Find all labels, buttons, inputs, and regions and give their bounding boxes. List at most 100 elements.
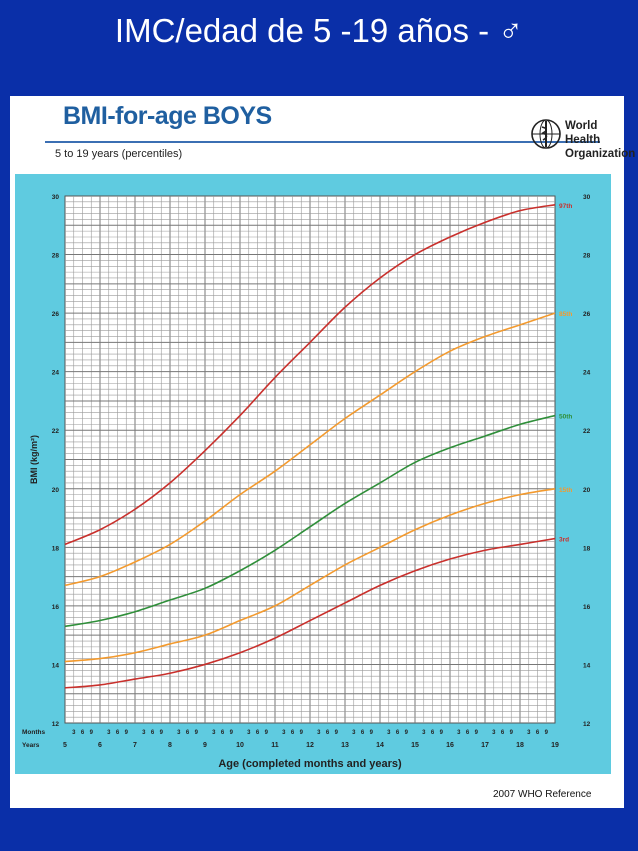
y-tick-label-right: 22	[583, 428, 591, 435]
who-emblem-icon	[531, 119, 561, 149]
month-tick-label: 3	[317, 730, 321, 736]
header-divider	[45, 141, 600, 143]
month-tick-label: 9	[510, 730, 514, 736]
y-tick-label-right: 12	[583, 721, 591, 728]
month-tick-label: 6	[536, 730, 540, 736]
month-tick-label: 3	[282, 730, 286, 736]
organization-line-2: Organization	[565, 148, 636, 160]
month-tick-label: 3	[527, 730, 531, 736]
month-tick-label: 3	[352, 730, 356, 736]
month-tick-label: 9	[265, 730, 269, 736]
month-tick-label: 9	[230, 730, 234, 736]
month-tick-label: 9	[440, 730, 444, 736]
organization-name: World Health Organization	[565, 119, 635, 161]
who-logo: World Health Organization	[530, 116, 635, 160]
y-tick-label-right: 14	[583, 662, 591, 669]
month-tick-label: 9	[370, 730, 374, 736]
month-tick-label: 3	[212, 730, 216, 736]
month-tick-label: 9	[125, 730, 129, 736]
month-tick-label: 6	[291, 730, 295, 736]
month-tick-label: 3	[72, 730, 76, 736]
y-axis-label: BMI (kg/m²)	[29, 435, 39, 484]
year-tick-label: 8	[168, 742, 172, 749]
year-tick-label: 11	[271, 742, 279, 749]
year-tick-label: 9	[203, 742, 207, 749]
y-tick-label-left: 24	[52, 370, 60, 377]
organization-line-1: World Health	[565, 120, 601, 146]
y-tick-label-right: 28	[583, 253, 591, 260]
year-tick-label: 10	[236, 742, 244, 749]
month-tick-label: 6	[81, 730, 85, 736]
y-tick-label-right: 26	[583, 311, 591, 318]
month-tick-label: 9	[300, 730, 304, 736]
y-tick-label-left: 20	[52, 487, 60, 494]
percentile-curve-50th	[64, 414, 556, 628]
year-tick-label: 16	[446, 742, 454, 749]
month-tick-label: 6	[256, 730, 260, 736]
percentile-label-15th: 15th	[559, 487, 572, 494]
slide-title: IMC/edad de 5 -19 años - ♂	[114, 12, 524, 49]
years-row-label: Years	[22, 742, 40, 749]
year-tick-label: 13	[341, 742, 349, 749]
chart-title: BMI-for-age BOYS	[63, 102, 272, 130]
y-tick-label-left: 26	[52, 311, 60, 318]
month-tick-label: 6	[151, 730, 155, 736]
chart-panel: BMI-for-age BOYS 5 to 19 years (percenti…	[10, 96, 635, 808]
year-tick-label: 15	[411, 742, 419, 749]
chart-subtitle: 5 to 19 years (percentiles)	[55, 148, 183, 160]
month-tick-label: 9	[335, 730, 339, 736]
percentile-curve-3rd	[64, 537, 556, 689]
month-tick-label: 9	[195, 730, 199, 736]
year-tick-label: 7	[133, 742, 137, 749]
month-tick-label: 3	[422, 730, 426, 736]
month-tick-label: 3	[247, 730, 251, 736]
month-tick-label: 3	[387, 730, 391, 736]
month-tick-label: 6	[326, 730, 330, 736]
month-tick-label: 9	[90, 730, 94, 736]
month-tick-label: 9	[405, 730, 409, 736]
month-tick-label: 3	[107, 730, 111, 736]
y-tick-label-left: 12	[52, 721, 60, 728]
y-tick-label-right: 30	[583, 194, 591, 201]
y-tick-label-left: 30	[52, 194, 60, 201]
y-tick-label-right: 18	[583, 545, 591, 552]
year-tick-label: 14	[376, 742, 384, 749]
month-tick-label: 6	[501, 730, 505, 736]
percentile-label-3rd: 3rd	[559, 537, 569, 544]
month-tick-label: 6	[396, 730, 400, 736]
bmi-chart: 12 12 14 14 16 16 18 18 20 20 22 22 24 24 26 26 28 28 30 30…	[15, 174, 611, 774]
percentile-curve-15th	[64, 487, 556, 663]
month-tick-label: 6	[431, 730, 435, 736]
y-tick-label-left: 14	[52, 662, 60, 669]
y-tick-label-left: 16	[52, 604, 60, 611]
y-tick-label-left: 18	[52, 545, 60, 552]
month-tick-label: 3	[492, 730, 496, 736]
percentile-label-85th: 85th	[559, 311, 572, 318]
month-tick-label: 9	[475, 730, 479, 736]
y-tick-label-right: 16	[583, 604, 591, 611]
year-tick-label: 17	[481, 742, 489, 749]
month-tick-label: 3	[177, 730, 181, 736]
month-tick-label: 6	[221, 730, 225, 736]
month-tick-label: 3	[142, 730, 146, 736]
percentile-curve-85th	[64, 312, 556, 587]
year-tick-label: 18	[516, 742, 524, 749]
year-tick-label: 12	[306, 742, 314, 749]
y-tick-label-left: 22	[52, 428, 60, 435]
y-tick-label-right: 24	[583, 370, 591, 377]
month-tick-label: 6	[466, 730, 470, 736]
year-tick-label: 6	[98, 742, 102, 749]
month-tick-label: 9	[545, 730, 549, 736]
y-tick-label-left: 28	[52, 253, 60, 260]
percentile-label-50th: 50th	[559, 414, 572, 421]
year-tick-label: 19	[551, 742, 559, 749]
x-axis-label: Age (completed months and years)	[218, 758, 402, 770]
month-tick-label: 6	[116, 730, 120, 736]
months-row-label: Months	[22, 729, 45, 736]
month-tick-label: 3	[457, 730, 461, 736]
reference-footer: 2007 WHO Reference	[493, 789, 592, 800]
percentile-label-97th: 97th	[559, 203, 572, 210]
month-tick-label: 6	[361, 730, 365, 736]
month-tick-label: 6	[186, 730, 190, 736]
y-tick-label-right: 20	[583, 487, 591, 494]
